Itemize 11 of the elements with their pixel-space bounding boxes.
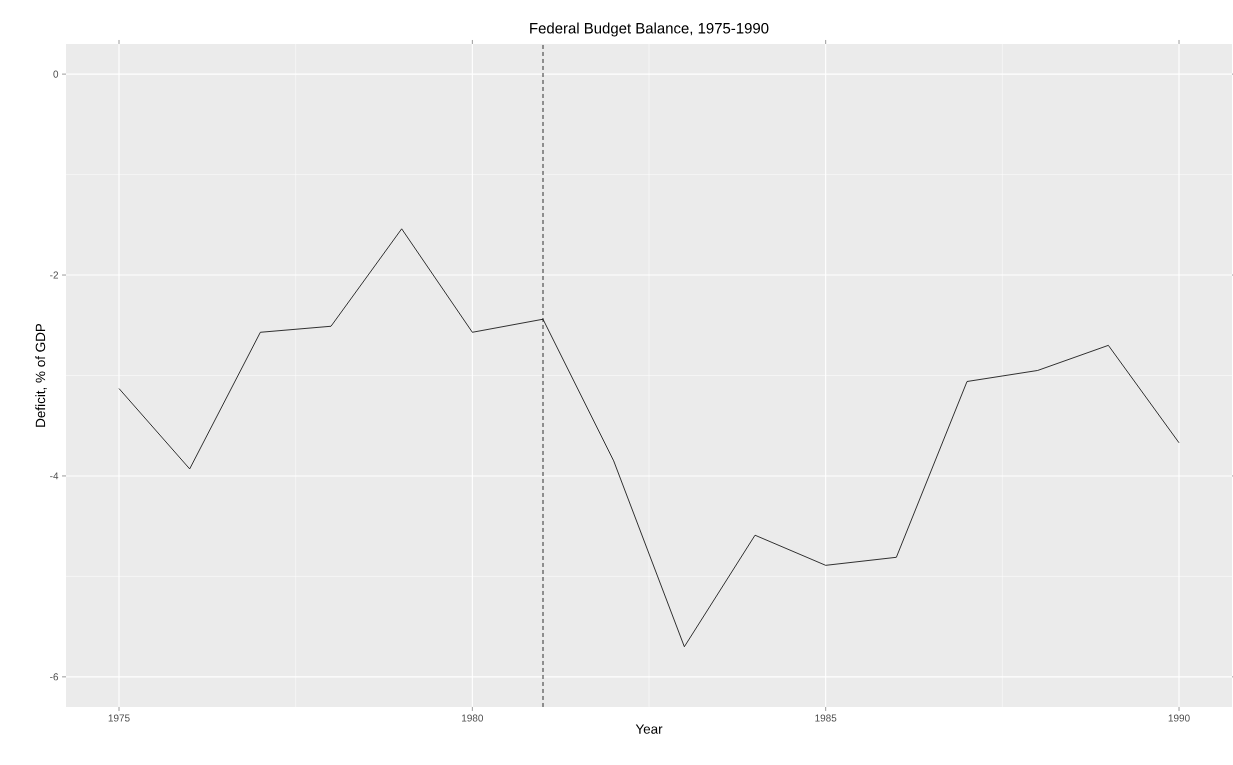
y-tick-label: -2 (50, 271, 59, 279)
x-tick-label: 1990 (1168, 714, 1190, 722)
x-tick-label: 1980 (462, 714, 484, 722)
y-tick-label: -6 (50, 673, 59, 681)
x-tick-label: 1985 (815, 714, 837, 722)
x-axis-title: Year (635, 724, 663, 734)
y-tick-label: -4 (50, 472, 59, 480)
x-tick-label: 1975 (108, 714, 130, 722)
chart-title: Federal Budget Balance, 1975-1990 (530, 22, 769, 37)
y-axis-title: Deficit, % of GDP (35, 323, 47, 427)
y-tick-label: 0 (53, 70, 59, 78)
